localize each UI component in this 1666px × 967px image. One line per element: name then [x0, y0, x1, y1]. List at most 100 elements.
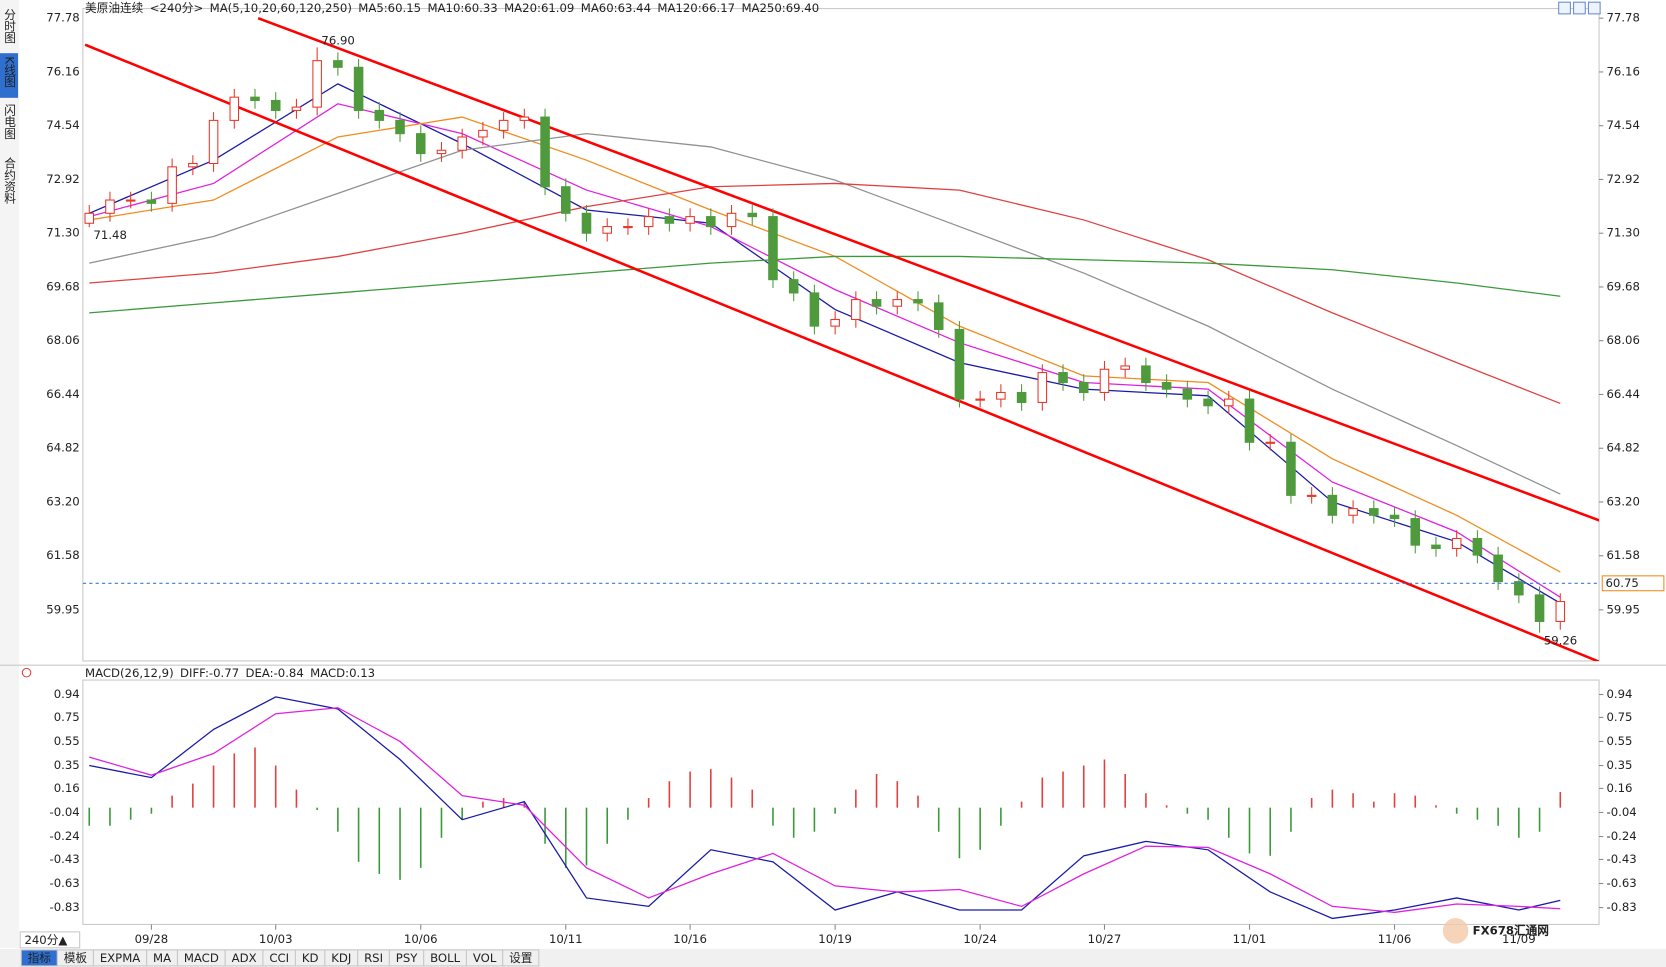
period-button[interactable]: [19, 931, 81, 949]
candle-body: [436, 149, 447, 155]
toolbar-label[interactable]: KD: [302, 951, 319, 965]
toolbar-label[interactable]: PSY: [396, 951, 418, 965]
y-tick-label: -0.43: [49, 852, 79, 866]
y-tick-label: -0.63: [1607, 876, 1637, 890]
window-button[interactable]: [1573, 1, 1586, 15]
toolbar-label[interactable]: MACD: [184, 951, 219, 965]
side-tab-active: [0, 53, 19, 98]
header-label: <240分>: [150, 1, 204, 15]
ma-line: [89, 255, 1561, 314]
toolbar-label[interactable]: MA: [153, 951, 171, 965]
toolbar-label[interactable]: EXPMA: [100, 951, 140, 965]
header-label: MA5:60.15: [358, 1, 421, 15]
candle-body: [540, 116, 550, 188]
header-label: MA20:61.09: [504, 1, 574, 15]
candle-body: [747, 212, 758, 218]
toolbar-label[interactable]: ADX: [232, 951, 257, 965]
toolbar-label[interactable]: KDJ: [331, 951, 351, 965]
side-bar: [0, 0, 20, 948]
candle-body: [1058, 372, 1068, 384]
side-tab[interactable]: K线图: [3, 56, 17, 88]
y-tick-label: 61.58: [46, 548, 79, 562]
candle-body: [270, 99, 281, 111]
toolbar-tab[interactable]: [502, 949, 540, 967]
candle-body: [415, 133, 426, 155]
toolbar-label[interactable]: VOL: [473, 951, 497, 965]
header-label: MA120:66.17: [657, 1, 735, 15]
macd-line: [89, 707, 1561, 914]
y-tick-label: 66.44: [46, 387, 79, 401]
header-label: MA(5,10,20,60,120,250): [210, 1, 352, 15]
toolbar-label[interactable]: 模板: [64, 951, 88, 965]
y-tick-label: 0.16: [1607, 781, 1633, 795]
x-tick-label: 10/06: [404, 932, 438, 946]
y-tick-label: 0.16: [54, 781, 80, 795]
candle-body: [478, 129, 488, 138]
candle-body: [312, 60, 322, 108]
y-tick-label: 63.20: [46, 494, 79, 508]
candle-body: [996, 391, 1006, 400]
candle-body: [1203, 398, 1213, 407]
side-tab[interactable]: 合约资料: [3, 157, 17, 205]
y-tick-label: -0.63: [49, 876, 79, 890]
x-tick-label: 11/06: [1378, 932, 1412, 946]
ma-line: [89, 133, 1561, 495]
candle-body: [1514, 581, 1524, 596]
y-tick-label: -0.83: [49, 900, 79, 914]
header-label: MACD(26,12,9): [85, 666, 174, 680]
candle-body: [1451, 537, 1462, 549]
period-label[interactable]: 240分▲: [24, 933, 67, 947]
toolbar-label[interactable]: BOLL: [430, 951, 460, 965]
toolbar-label[interactable]: 指标: [28, 951, 52, 965]
candle-body: [1327, 494, 1338, 516]
y-tick-label: 0.94: [54, 687, 80, 701]
y-tick-label: -0.04: [49, 805, 79, 819]
y-tick-label: -0.04: [1607, 805, 1637, 819]
candle-body: [954, 328, 965, 400]
candle-body: [623, 226, 633, 229]
candle-body: [1265, 441, 1275, 444]
extreme-label: 71.48: [94, 228, 127, 242]
toolbar-label[interactable]: CCI: [269, 951, 289, 965]
extreme-label: 76.90: [321, 34, 354, 48]
candle-body: [788, 279, 799, 294]
y-tick-label: 64.82: [1607, 441, 1640, 455]
candle-body: [1244, 398, 1255, 443]
y-tick-label: 0.75: [54, 710, 80, 724]
y-tick-label: 74.54: [46, 118, 79, 132]
header-label: MACD:0.13: [310, 666, 375, 680]
watermark: FX678汇通网: [1473, 923, 1549, 937]
ma-line: [89, 182, 1561, 405]
toolbar-label[interactable]: 设置: [509, 951, 533, 965]
side-tab[interactable]: 闪电图: [3, 103, 17, 139]
candle-body: [892, 299, 903, 307]
side-tab[interactable]: 分时图: [3, 9, 17, 45]
candle-body: [519, 116, 530, 121]
y-tick-label: 64.82: [46, 441, 79, 455]
candle-body: [1182, 388, 1193, 400]
y-tick-label: 69.68: [46, 279, 79, 293]
window-button[interactable]: [1558, 1, 1571, 15]
window-button[interactable]: [1587, 1, 1601, 15]
candle-body: [353, 66, 364, 111]
candle-body: [1410, 518, 1421, 546]
toolbar-label[interactable]: RSI: [364, 951, 383, 965]
y-tick-label: 77.78: [46, 11, 79, 25]
candle-body: [1224, 398, 1234, 407]
candle-body: [1534, 594, 1545, 622]
candle-body: [146, 199, 157, 204]
x-tick-label: 10/11: [549, 932, 583, 946]
settings-icon[interactable]: [21, 667, 32, 678]
candle-body: [250, 96, 260, 102]
candle-body: [685, 216, 695, 224]
macd-frame: [82, 679, 1600, 925]
candle-body: [1286, 441, 1296, 496]
x-tick-label: 10/19: [818, 932, 852, 946]
y-tick-label: 63.20: [1607, 494, 1640, 508]
y-tick-label: 61.58: [1607, 548, 1640, 562]
candle-body: [1099, 368, 1110, 394]
y-tick-label: 71.30: [1607, 226, 1640, 240]
header-label: MA10:60.33: [427, 1, 497, 15]
y-tick-label: 0.75: [1607, 710, 1633, 724]
